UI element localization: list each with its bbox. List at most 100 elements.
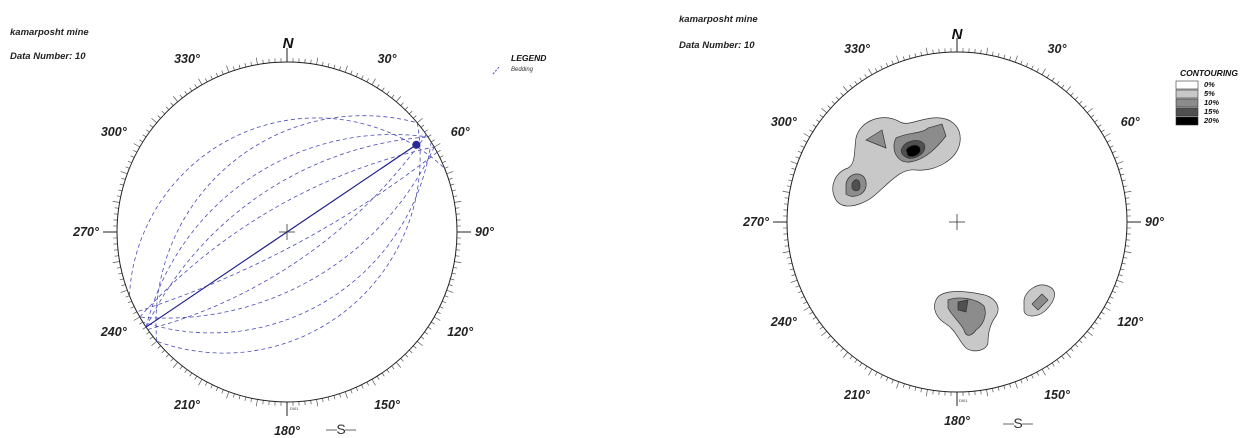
tick-mark (409, 110, 413, 115)
tick-mark (859, 77, 863, 82)
south-symbol: S (1003, 415, 1033, 431)
tick-mark (788, 262, 793, 265)
tick-mark (1112, 150, 1117, 154)
tick-mark (864, 365, 868, 370)
tick-mark (1003, 385, 1006, 390)
tick-mark (344, 391, 348, 399)
tick-mark (1083, 335, 1087, 339)
tick-mark (875, 68, 878, 73)
tick-mark (125, 166, 130, 169)
small-label: DI01 (290, 406, 299, 411)
tick-mark (146, 129, 150, 133)
tick-mark (1031, 65, 1034, 70)
tick-mark (1003, 54, 1006, 59)
tick-mark (997, 53, 1000, 58)
tick-mark (1118, 167, 1123, 170)
legend-swatch (1175, 107, 1199, 117)
tick-mark (121, 284, 126, 287)
tick-mark (417, 341, 423, 347)
tick-mark (797, 150, 802, 154)
tick-mark (386, 369, 390, 373)
tick-mark (784, 197, 789, 199)
tick-mark (226, 391, 230, 399)
tick-mark (831, 100, 835, 105)
tick-mark (896, 55, 900, 63)
tick-mark (1121, 262, 1126, 265)
tick-mark (453, 195, 458, 197)
tick-mark (1090, 326, 1095, 330)
tick-mark (1116, 161, 1124, 165)
tick-mark (172, 96, 178, 102)
tick-mark (1083, 105, 1087, 109)
tick-mark (1118, 274, 1123, 277)
tick-mark (149, 124, 154, 128)
tick-mark (788, 179, 793, 182)
tick-mark (842, 86, 848, 92)
tick-mark (215, 387, 219, 392)
tick-mark (1066, 352, 1072, 358)
tick-mark (795, 285, 800, 288)
tick-mark (339, 393, 342, 398)
tick-mark (835, 344, 840, 348)
tick-mark (133, 143, 140, 148)
tick-mark (404, 106, 409, 110)
degree-label-270: 270° (742, 215, 770, 229)
tick-mark (920, 388, 922, 393)
legend: LEGEND Bedding (492, 53, 546, 75)
tick-mark (430, 321, 435, 325)
tick-mark (1097, 316, 1102, 320)
legend-level-label: 5% (1204, 89, 1215, 98)
tick-mark (355, 72, 359, 77)
tick-mark (795, 156, 800, 159)
tick-mark (396, 96, 402, 102)
degree-label-150: 150° (1044, 388, 1071, 402)
tick-mark (1041, 68, 1046, 75)
tick-mark (448, 284, 453, 287)
tick-mark (849, 355, 853, 360)
tick-mark (790, 161, 798, 165)
tick-mark (1104, 133, 1111, 138)
contour-20pct (905, 144, 921, 157)
tick-mark (439, 155, 444, 158)
tick-mark (800, 296, 805, 299)
tick-mark (118, 189, 123, 192)
degree-label-150: 150° (374, 398, 401, 412)
tick-mark (784, 245, 789, 247)
tick-mark (450, 183, 455, 186)
degree-ticks (103, 48, 471, 416)
tick-mark (1014, 55, 1018, 63)
degree-label-180: 180° (274, 424, 301, 438)
tick-mark (864, 74, 868, 79)
tick-mark (891, 60, 894, 65)
tick-mark (436, 150, 441, 153)
tick-mark (262, 59, 264, 64)
legend-level-label: 0% (1204, 80, 1215, 89)
tick-mark (436, 311, 441, 314)
tick-mark (121, 177, 126, 180)
degree-label-90: 90° (1145, 215, 1165, 229)
tick-mark (831, 339, 835, 344)
tick-mark (133, 150, 138, 153)
tick-mark (119, 183, 124, 186)
tick-mark (842, 352, 848, 358)
tick-mark (986, 47, 989, 55)
dip-line (145, 144, 417, 328)
tick-mark (413, 345, 417, 349)
tick-mark (859, 362, 863, 367)
contour-15pct (957, 299, 969, 313)
tick-mark (1097, 124, 1102, 128)
bedding-great-circle (139, 146, 435, 318)
bedding-great-circle (129, 117, 445, 296)
tick-mark (827, 335, 831, 339)
tick-mark (371, 78, 376, 85)
tick-mark (1094, 119, 1098, 123)
legend-swatch-bedding (492, 65, 501, 75)
tick-mark (420, 336, 425, 340)
tick-mark (170, 102, 174, 106)
tick-mark (327, 396, 330, 401)
degree-label-210: 210° (843, 388, 871, 402)
tick-mark (371, 379, 376, 386)
tick-mark (120, 289, 128, 293)
tick-mark (1031, 374, 1034, 379)
tick-mark (1106, 140, 1111, 143)
